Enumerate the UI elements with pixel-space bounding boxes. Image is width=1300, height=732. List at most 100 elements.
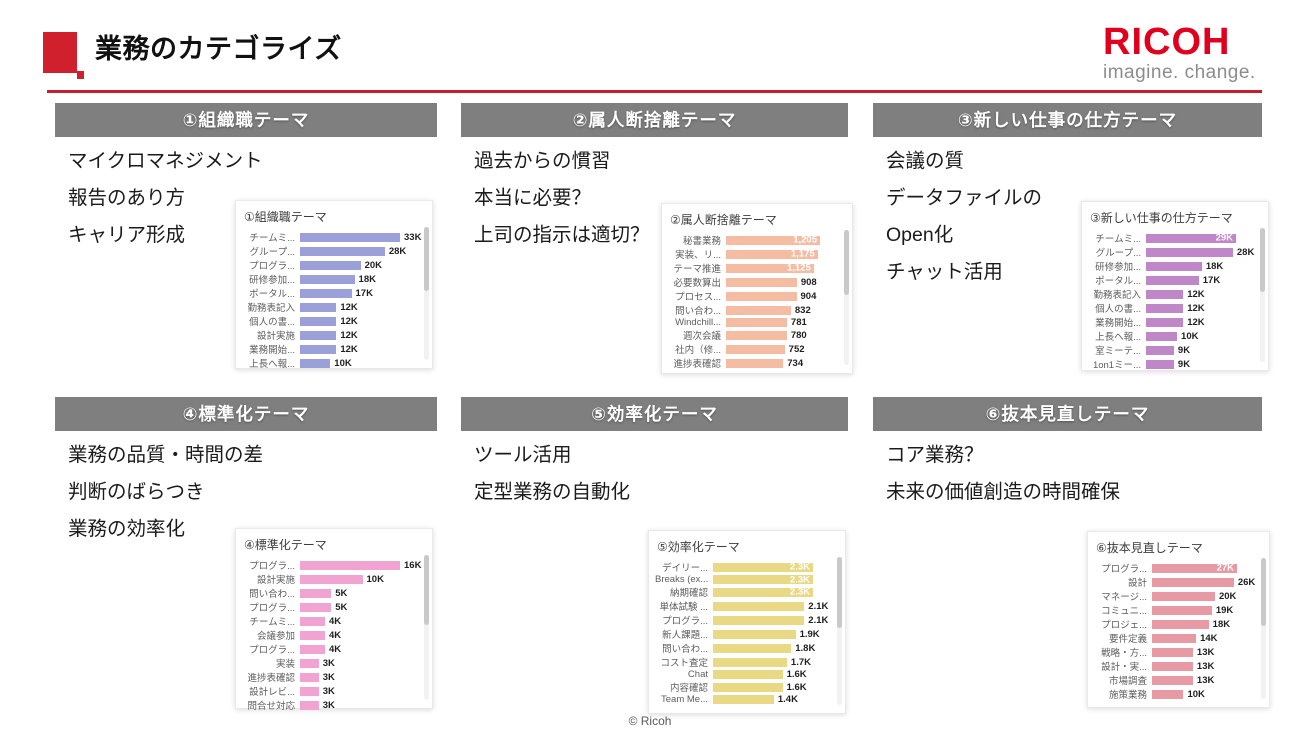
bar-value: 1,205 — [793, 234, 817, 246]
chart-bar-row: チームミ... 33K — [242, 230, 428, 245]
bar — [713, 601, 805, 611]
bar-track: 2.3K — [713, 587, 813, 598]
bar-track: 4K — [300, 616, 400, 627]
bar-value: 33K — [404, 231, 422, 243]
bar-value: 1.6K — [786, 669, 807, 680]
bar-track: 33K — [300, 232, 421, 243]
bar-track: 781 — [726, 317, 820, 328]
chart-rows: チームミ... 33K グループ... 28K プログラ... 20K 研修参加... 18K… — [242, 230, 428, 371]
chart-bar-row: 個人の書... 12K — [1088, 301, 1264, 316]
bar-label: コスト査定 — [660, 658, 708, 669]
bar-value: 9K — [1177, 344, 1191, 356]
bar-track: 12K — [1146, 289, 1236, 300]
bar-label: 1on1ミー... — [1092, 360, 1141, 371]
bar-label: 市場調査 — [1108, 676, 1147, 687]
chart-title: ③新しい仕事の仕方テーマ — [1090, 211, 1233, 225]
bar-value: 29K — [1215, 232, 1233, 244]
bar-track: 16K — [300, 560, 421, 571]
section-bullets: ツール活用 定型業務の自動化 — [474, 437, 630, 511]
bar-label: 勤務表記入 — [1093, 290, 1141, 301]
chart-bar-row: グループ... 28K — [242, 244, 428, 259]
bar-label: 問合せ対応 — [247, 701, 295, 712]
scrollbar-thumb — [837, 557, 842, 629]
bar-track: 1.6K — [713, 682, 813, 693]
chart-bar-row: Breaks (ex... 2.3K — [655, 574, 841, 585]
bar-value: 12K — [1187, 302, 1205, 314]
bar-value: 4K — [329, 629, 342, 641]
chart-bar-row: ポータル... 17K — [1088, 273, 1264, 288]
bar-label: 設計実施 — [256, 575, 295, 586]
bar-label: テーマ推進 — [673, 264, 721, 275]
bar-value: 1.7K — [790, 656, 811, 668]
bar-label: プログラ... — [249, 561, 295, 572]
section-personal-dependency-decluttering: ②属人断捨離テーマ 過去からの慣習 本当に必要？ 上司の指示は適切？ — [461, 103, 848, 393]
chart-bar-row: 単体試験 ... 2.1K — [655, 599, 841, 614]
bar-value: 17K — [1202, 274, 1221, 286]
bar — [300, 260, 361, 270]
bar — [300, 630, 325, 640]
bullet-text: データファイルの — [886, 187, 1043, 209]
chart-title: ①組織職テーマ — [244, 210, 327, 224]
section-header: ⑥抜本見直しテーマ — [873, 397, 1262, 431]
bar-label: 進捗表確認 — [247, 673, 295, 684]
bar-track: 28K — [1146, 247, 1254, 258]
bar — [1146, 359, 1174, 369]
chart-bar-row: 週次会議 780 — [668, 328, 848, 343]
bar — [1146, 331, 1178, 341]
bar-value: 18K — [1205, 260, 1224, 272]
chart-bar-row: グループ... 28K — [1088, 245, 1264, 260]
chart-bar-row: Windchill... 781 — [668, 317, 848, 328]
bar — [1146, 275, 1199, 285]
bar-value: 18K — [358, 273, 376, 285]
bar-value: 13K — [1196, 646, 1215, 658]
chart-bar-row: 会議参加 4K — [242, 628, 428, 643]
bar-track: 2.1K — [713, 615, 828, 626]
section-bullets: 業務の品質・時間の差 判断のばらつき 業務の効率化 — [68, 437, 263, 548]
bar-value: 12K — [1187, 316, 1205, 328]
bar-track: 9K — [1146, 345, 1236, 356]
bar — [1146, 247, 1233, 257]
bar-value: 781 — [790, 317, 807, 328]
chart-bar-row: 1on1ミー... 9K — [1088, 357, 1264, 372]
bar-label: 設計実施 — [256, 331, 295, 342]
bar-label: Chat — [687, 669, 708, 680]
chart-scrollbar — [1261, 558, 1266, 699]
bar-track: 9K — [1146, 359, 1236, 370]
bar-track: 3K — [300, 672, 400, 683]
bullet-text: 過去からの慣習 — [474, 150, 611, 172]
bar-track: 1,125 — [726, 262, 820, 274]
bar-label: プログラ... — [1101, 564, 1147, 575]
bar-label: 問い合わ... — [662, 644, 708, 655]
bar — [1146, 345, 1174, 355]
bar-label: 施策業務 — [1108, 690, 1147, 701]
bar-track: 27K — [1152, 563, 1237, 574]
bar-value: 5K — [335, 587, 348, 599]
bar-track: 10K — [1152, 689, 1237, 700]
bullet-text: ツール活用 — [474, 444, 572, 466]
bar-label: 単体試験 ... — [659, 602, 708, 613]
bar — [300, 602, 332, 612]
bar-value: 2.3K — [789, 574, 810, 585]
chart-bar-row: 戦略・方... 13K — [1094, 645, 1265, 660]
bar-label: グループ... — [249, 247, 295, 258]
chart-bar-row: 市場調査 13K — [1094, 673, 1265, 688]
bar-track: 908 — [726, 277, 820, 288]
bullet-text: 報告のあり方 — [68, 187, 186, 209]
chart-bar-row: テーマ推進 1,125 — [668, 261, 848, 275]
bar: 1,175 — [726, 249, 818, 260]
bar-value: 832 — [794, 304, 811, 316]
chart-bar-row: 設計実施 12K — [242, 328, 428, 343]
chart-bar-row: コミュニ... 19K — [1094, 603, 1265, 618]
bar-value: 734 — [787, 357, 804, 369]
chart-bar-row: 秘書業務 1,205 — [668, 233, 848, 247]
bar-label: 秘書業務 — [682, 236, 721, 247]
bar — [1152, 647, 1193, 657]
bar-label: チームミ... — [249, 617, 295, 628]
bar-value: 20K — [364, 259, 383, 271]
bar — [1152, 591, 1215, 601]
chart-bar-row: 新人課題... 1.9K — [655, 627, 841, 642]
bar-value: 1,125 — [786, 262, 811, 274]
bar: 1,125 — [726, 262, 814, 274]
bar-value: 904 — [800, 290, 817, 302]
ricoh-logo-tagline: imagine. change. — [1103, 62, 1256, 83]
